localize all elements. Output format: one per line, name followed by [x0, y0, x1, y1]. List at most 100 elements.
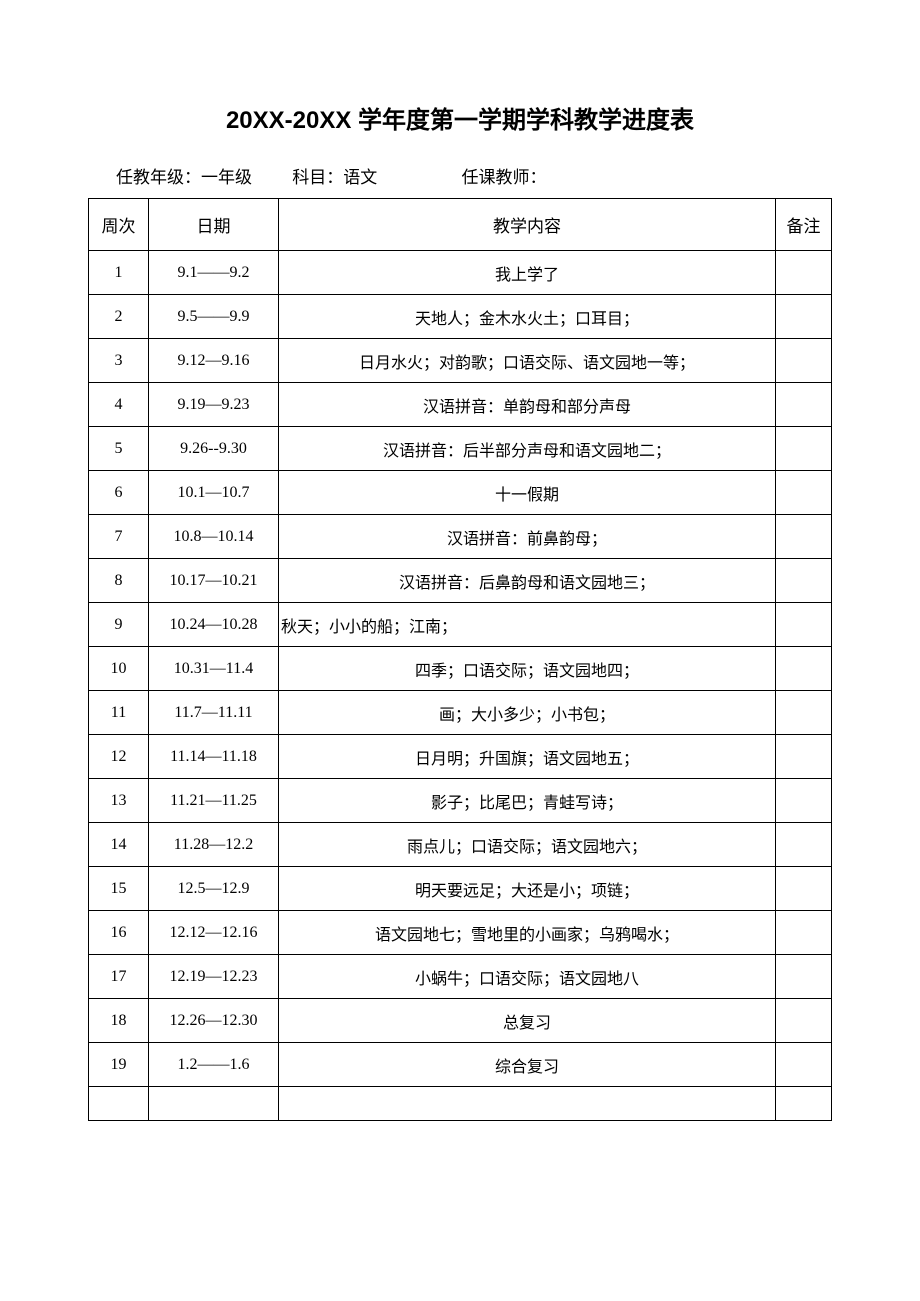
cell-week: 6	[89, 471, 149, 515]
cell-date: 10.8—10.14	[149, 515, 279, 559]
table-row: 1812.26—12.30总复习	[89, 999, 832, 1043]
cell-date: 11.28—12.2	[149, 823, 279, 867]
cell-note	[776, 559, 832, 603]
cell-date: 11.7—11.11	[149, 691, 279, 735]
cell-date: 9.19—9.23	[149, 383, 279, 427]
cell-week: 3	[89, 339, 149, 383]
cell-note	[776, 911, 832, 955]
cell-content: 四季；口语交际；语文园地四；	[279, 647, 776, 691]
cell-date: 10.1—10.7	[149, 471, 279, 515]
cell-content: 明天要远足；大还是小；项链；	[279, 867, 776, 911]
cell-empty	[149, 1087, 279, 1121]
cell-note	[776, 515, 832, 559]
cell-content: 总复习	[279, 999, 776, 1043]
cell-note	[776, 867, 832, 911]
cell-note	[776, 251, 832, 295]
cell-week: 16	[89, 911, 149, 955]
cell-note	[776, 779, 832, 823]
teacher-label: 任课教师：	[462, 163, 547, 188]
cell-week: 8	[89, 559, 149, 603]
cell-date: 12.19—12.23	[149, 955, 279, 999]
table-row: 59.26--9.30汉语拼音：后半部分声母和语文园地二；	[89, 427, 832, 471]
cell-week: 11	[89, 691, 149, 735]
table-row: 1411.28—12.2雨点儿；口语交际；语文园地六；	[89, 823, 832, 867]
cell-date: 9.26--9.30	[149, 427, 279, 471]
cell-content: 综合复习	[279, 1043, 776, 1087]
table-row: 810.17—10.21汉语拼音：后鼻韵母和语文园地三；	[89, 559, 832, 603]
cell-date: 9.1——9.2	[149, 251, 279, 295]
page-title: 20XX-20XX 学年度第一学期学科教学进度表	[88, 100, 832, 135]
table-row: 910.24—10.28秋天；小小的船；江南；	[89, 603, 832, 647]
cell-date: 12.12—12.16	[149, 911, 279, 955]
cell-content: 日月明；升国旗；语文园地五；	[279, 735, 776, 779]
cell-content: 汉语拼音：后半部分声母和语文园地二；	[279, 427, 776, 471]
cell-date: 12.26—12.30	[149, 999, 279, 1043]
cell-empty	[776, 1087, 832, 1121]
table-row: 1010.31—11.4四季；口语交际；语文园地四；	[89, 647, 832, 691]
cell-date: 9.5——9.9	[149, 295, 279, 339]
subtitle-line: 任教年级：一年级 科目：语文 任课教师：	[88, 163, 832, 188]
cell-date: 10.31—11.4	[149, 647, 279, 691]
header-date: 日期	[149, 199, 279, 251]
table-row: 610.1—10.7十一假期	[89, 471, 832, 515]
table-row-empty	[89, 1087, 832, 1121]
cell-content: 语文园地七；雪地里的小画家；乌鸦喝水；	[279, 911, 776, 955]
cell-week: 9	[89, 603, 149, 647]
cell-date: 11.21—11.25	[149, 779, 279, 823]
cell-note	[776, 647, 832, 691]
cell-note	[776, 823, 832, 867]
cell-date: 12.5—12.9	[149, 867, 279, 911]
subject-value: 语文	[343, 163, 377, 188]
table-row: 1311.21—11.25影子；比尾巴；青蛙写诗；	[89, 779, 832, 823]
cell-date: 10.24—10.28	[149, 603, 279, 647]
cell-week: 18	[89, 999, 149, 1043]
cell-content: 秋天；小小的船；江南；	[279, 603, 776, 647]
cell-content: 雨点儿；口语交际；语文园地六；	[279, 823, 776, 867]
cell-week: 10	[89, 647, 149, 691]
cell-note	[776, 383, 832, 427]
cell-content: 影子；比尾巴；青蛙写诗；	[279, 779, 776, 823]
table-row: 710.8—10.14汉语拼音：前鼻韵母；	[89, 515, 832, 559]
teacher-field: 任课教师：	[462, 163, 547, 188]
table-row: 39.12—9.16日月水火；对韵歌；口语交际、语文园地一等；	[89, 339, 832, 383]
cell-date: 11.14—11.18	[149, 735, 279, 779]
cell-content: 汉语拼音：单韵母和部分声母	[279, 383, 776, 427]
table-row: 1612.12—12.16语文园地七；雪地里的小画家；乌鸦喝水；	[89, 911, 832, 955]
schedule-table: 周次 日期 教学内容 备注 19.1——9.2我上学了29.5——9.9天地人；…	[88, 198, 832, 1121]
cell-week: 15	[89, 867, 149, 911]
table-row: 1512.5—12.9明天要远足；大还是小；项链；	[89, 867, 832, 911]
cell-content: 我上学了	[279, 251, 776, 295]
grade-label: 任教年级：	[116, 163, 201, 188]
cell-note	[776, 603, 832, 647]
grade-field: 任教年级：一年级	[116, 163, 252, 188]
cell-content: 小蜗牛；口语交际；语文园地八	[279, 955, 776, 999]
cell-note	[776, 691, 832, 735]
table-row: 49.19—9.23汉语拼音：单韵母和部分声母	[89, 383, 832, 427]
cell-note	[776, 471, 832, 515]
cell-note	[776, 955, 832, 999]
cell-note	[776, 427, 832, 471]
cell-week: 1	[89, 251, 149, 295]
cell-content: 十一假期	[279, 471, 776, 515]
cell-note	[776, 735, 832, 779]
cell-note	[776, 1043, 832, 1087]
cell-week: 7	[89, 515, 149, 559]
table-row: 19.1——9.2我上学了	[89, 251, 832, 295]
table-row: 1211.14—11.18日月明；升国旗；语文园地五；	[89, 735, 832, 779]
subject-label: 科目：	[292, 163, 343, 188]
table-header-row: 周次 日期 教学内容 备注	[89, 199, 832, 251]
cell-week: 4	[89, 383, 149, 427]
grade-value: 一年级	[201, 163, 252, 188]
cell-empty	[89, 1087, 149, 1121]
cell-note	[776, 339, 832, 383]
cell-content: 画；大小多少；小书包；	[279, 691, 776, 735]
cell-date: 9.12—9.16	[149, 339, 279, 383]
cell-content: 天地人；金木水火土；口耳目；	[279, 295, 776, 339]
cell-content: 汉语拼音：前鼻韵母；	[279, 515, 776, 559]
cell-week: 14	[89, 823, 149, 867]
cell-week: 13	[89, 779, 149, 823]
cell-note	[776, 295, 832, 339]
header-week: 周次	[89, 199, 149, 251]
cell-week: 17	[89, 955, 149, 999]
header-content: 教学内容	[279, 199, 776, 251]
